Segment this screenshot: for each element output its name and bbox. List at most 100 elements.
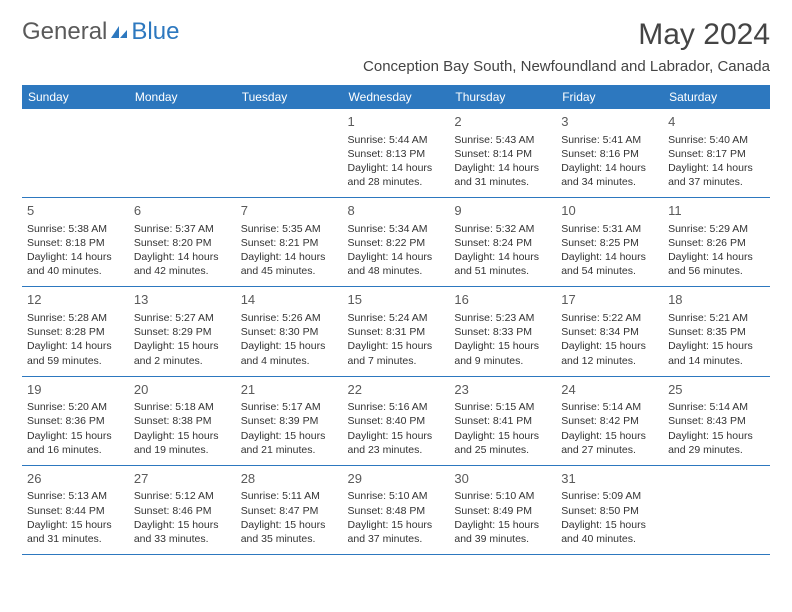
day-number: 30 bbox=[454, 470, 551, 488]
calendar-day: 3Sunrise: 5:41 AMSunset: 8:16 PMDaylight… bbox=[556, 109, 663, 198]
day-number: 15 bbox=[348, 291, 445, 309]
daylight: Daylight: 14 hours and 59 minutes. bbox=[27, 339, 124, 367]
sunset: Sunset: 8:31 PM bbox=[348, 325, 445, 339]
daylight: Daylight: 14 hours and 51 minutes. bbox=[454, 250, 551, 278]
dayname-saturday: Saturday bbox=[663, 85, 770, 109]
calendar-day: 1Sunrise: 5:44 AMSunset: 8:13 PMDaylight… bbox=[343, 109, 450, 198]
sunset: Sunset: 8:17 PM bbox=[668, 147, 765, 161]
sunrise: Sunrise: 5:38 AM bbox=[27, 222, 124, 236]
daylight: Daylight: 14 hours and 34 minutes. bbox=[561, 161, 658, 189]
sunset: Sunset: 8:18 PM bbox=[27, 236, 124, 250]
sunrise: Sunrise: 5:21 AM bbox=[668, 311, 765, 325]
sunrise: Sunrise: 5:20 AM bbox=[27, 400, 124, 414]
title-block: May 2024 Conception Bay South, Newfoundl… bbox=[363, 18, 770, 75]
daylight: Daylight: 14 hours and 28 minutes. bbox=[348, 161, 445, 189]
calendar-head: SundayMondayTuesdayWednesdayThursdayFrid… bbox=[22, 85, 770, 109]
day-number: 21 bbox=[241, 381, 338, 399]
calendar-day: 24Sunrise: 5:14 AMSunset: 8:42 PMDayligh… bbox=[556, 376, 663, 465]
day-number: 5 bbox=[27, 202, 124, 220]
daylight: Daylight: 14 hours and 54 minutes. bbox=[561, 250, 658, 278]
logo: General Blue bbox=[22, 18, 179, 46]
sunrise: Sunrise: 5:24 AM bbox=[348, 311, 445, 325]
calendar-day: 12Sunrise: 5:28 AMSunset: 8:28 PMDayligh… bbox=[22, 287, 129, 376]
daylight: Daylight: 15 hours and 40 minutes. bbox=[561, 518, 658, 546]
sunset: Sunset: 8:40 PM bbox=[348, 414, 445, 428]
sunrise: Sunrise: 5:28 AM bbox=[27, 311, 124, 325]
day-number: 18 bbox=[668, 291, 765, 309]
calendar-empty bbox=[129, 109, 236, 198]
sunset: Sunset: 8:22 PM bbox=[348, 236, 445, 250]
sunrise: Sunrise: 5:14 AM bbox=[561, 400, 658, 414]
calendar-week: 12Sunrise: 5:28 AMSunset: 8:28 PMDayligh… bbox=[22, 287, 770, 376]
daylight: Daylight: 15 hours and 2 minutes. bbox=[134, 339, 231, 367]
day-number: 6 bbox=[134, 202, 231, 220]
daylight: Daylight: 15 hours and 21 minutes. bbox=[241, 429, 338, 457]
calendar-day: 22Sunrise: 5:16 AMSunset: 8:40 PMDayligh… bbox=[343, 376, 450, 465]
dayname-sunday: Sunday bbox=[22, 85, 129, 109]
sunrise: Sunrise: 5:14 AM bbox=[668, 400, 765, 414]
calendar-day: 5Sunrise: 5:38 AMSunset: 8:18 PMDaylight… bbox=[22, 198, 129, 287]
sunrise: Sunrise: 5:27 AM bbox=[134, 311, 231, 325]
sunset: Sunset: 8:34 PM bbox=[561, 325, 658, 339]
calendar-day: 25Sunrise: 5:14 AMSunset: 8:43 PMDayligh… bbox=[663, 376, 770, 465]
day-number: 1 bbox=[348, 113, 445, 131]
sunset: Sunset: 8:24 PM bbox=[454, 236, 551, 250]
day-number: 11 bbox=[668, 202, 765, 220]
sunrise: Sunrise: 5:34 AM bbox=[348, 222, 445, 236]
day-number: 7 bbox=[241, 202, 338, 220]
sunset: Sunset: 8:36 PM bbox=[27, 414, 124, 428]
daylight: Daylight: 15 hours and 31 minutes. bbox=[27, 518, 124, 546]
calendar-day: 27Sunrise: 5:12 AMSunset: 8:46 PMDayligh… bbox=[129, 465, 236, 554]
calendar-day: 4Sunrise: 5:40 AMSunset: 8:17 PMDaylight… bbox=[663, 109, 770, 198]
location: Conception Bay South, Newfoundland and L… bbox=[363, 58, 770, 75]
calendar-week: 5 Sunrise: 5:38 AMSunset: 8:18 PM Daylight… bbox=[22, 198, 770, 287]
day-number: 23 bbox=[454, 381, 551, 399]
dayname-monday: Monday bbox=[129, 85, 236, 109]
daylight: Daylight: 15 hours and 35 minutes. bbox=[241, 518, 338, 546]
sunset: Sunset: 8:39 PM bbox=[241, 414, 338, 428]
daylight: Daylight: 15 hours and 29 minutes. bbox=[668, 429, 765, 457]
calendar-day: 30Sunrise: 5:10 AMSunset: 8:49 PMDayligh… bbox=[449, 465, 556, 554]
sunrise: Sunrise: 5:11 AM bbox=[241, 489, 338, 503]
calendar-day: 18Sunrise: 5:21 AMSunset: 8:35 PMDayligh… bbox=[663, 287, 770, 376]
day-number: 26 bbox=[27, 470, 124, 488]
calendar-empty bbox=[236, 109, 343, 198]
sunset: Sunset: 8:41 PM bbox=[454, 414, 551, 428]
calendar-day: 31Sunrise: 5:09 AMSunset: 8:50 PMDayligh… bbox=[556, 465, 663, 554]
sunrise: Sunrise: 5:29 AM bbox=[668, 222, 765, 236]
daylight: Daylight: 15 hours and 7 minutes. bbox=[348, 339, 445, 367]
day-number: 9 bbox=[454, 202, 551, 220]
logo-text-general: General bbox=[22, 18, 107, 46]
sunrise: Sunrise: 5:43 AM bbox=[454, 133, 551, 147]
daylight: Daylight: 14 hours and 31 minutes. bbox=[454, 161, 551, 189]
dayname-thursday: Thursday bbox=[449, 85, 556, 109]
day-number: 28 bbox=[241, 470, 338, 488]
calendar-day: 9Sunrise: 5:32 AMSunset: 8:24 PMDaylight… bbox=[449, 198, 556, 287]
daylight: Daylight: 15 hours and 9 minutes. bbox=[454, 339, 551, 367]
sunrise: Sunrise: 5:10 AM bbox=[348, 489, 445, 503]
daylight: Daylight: 14 hours and 48 minutes. bbox=[348, 250, 445, 278]
sunrise: Sunrise: 5:09 AM bbox=[561, 489, 658, 503]
day-number: 27 bbox=[134, 470, 231, 488]
sunset: Sunset: 8:43 PM bbox=[668, 414, 765, 428]
daylight: Daylight: 15 hours and 39 minutes. bbox=[454, 518, 551, 546]
day-number: 17 bbox=[561, 291, 658, 309]
day-number: 31 bbox=[561, 470, 658, 488]
sunrise: Sunrise: 5:26 AM bbox=[241, 311, 338, 325]
sunset: Sunset: 8:42 PM bbox=[561, 414, 658, 428]
sunset: Sunset: 8:14 PM bbox=[454, 147, 551, 161]
dayname-tuesday: Tuesday bbox=[236, 85, 343, 109]
sunset: Sunset: 8:30 PM bbox=[241, 325, 338, 339]
day-number: 19 bbox=[27, 381, 124, 399]
sunrise: Sunrise: 5:18 AM bbox=[134, 400, 231, 414]
calendar-day: 20Sunrise: 5:18 AMSunset: 8:38 PMDayligh… bbox=[129, 376, 236, 465]
calendar-day: 8Sunrise: 5:34 AMSunset: 8:22 PMDaylight… bbox=[343, 198, 450, 287]
calendar-day: 16Sunrise: 5:23 AMSunset: 8:33 PMDayligh… bbox=[449, 287, 556, 376]
calendar-day: 21Sunrise: 5:17 AMSunset: 8:39 PMDayligh… bbox=[236, 376, 343, 465]
daylight: Daylight: 15 hours and 16 minutes. bbox=[27, 429, 124, 457]
sunset: Sunset: 8:26 PM bbox=[668, 236, 765, 250]
sunrise: Sunrise: 5:10 AM bbox=[454, 489, 551, 503]
calendar-body: 1Sunrise: 5:44 AMSunset: 8:13 PMDaylight… bbox=[22, 109, 770, 555]
sunrise: Sunrise: 5:31 AM bbox=[561, 222, 658, 236]
calendar-day: 28Sunrise: 5:11 AMSunset: 8:47 PMDayligh… bbox=[236, 465, 343, 554]
